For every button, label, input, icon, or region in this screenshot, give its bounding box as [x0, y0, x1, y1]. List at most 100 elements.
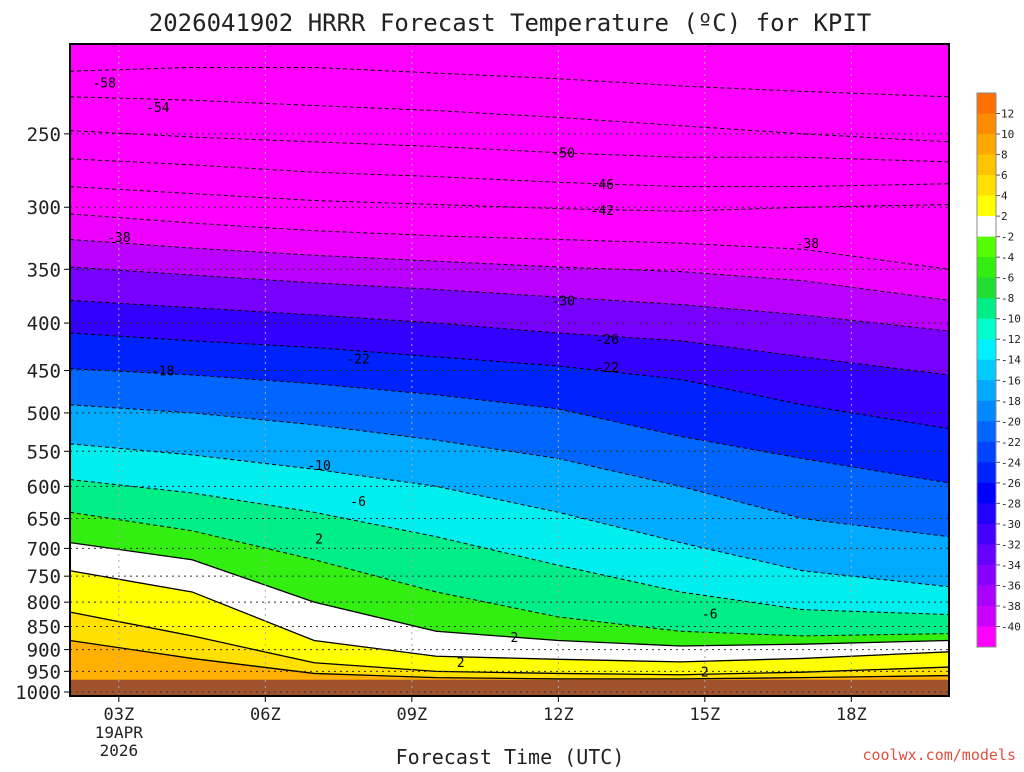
colorbar-label-24: -38: [1001, 600, 1021, 613]
contour-label-0: -58: [92, 76, 115, 91]
contour-label-10: -22: [595, 361, 618, 376]
colorbar-label-13: -16: [1001, 374, 1021, 387]
colorbar-swatch-6: [977, 216, 996, 238]
x-tick-label-5: 18Z: [836, 705, 867, 725]
colorbar-swatch-14: [977, 380, 996, 402]
contour-line-1: [70, 96, 949, 143]
x-tick-label-1: 06Z: [250, 705, 281, 725]
colorbar-label-9: -8: [1001, 292, 1014, 305]
y-axis: 2503003504004505005506006507007508008509…: [15, 124, 70, 704]
colorbar-label-14: -18: [1001, 395, 1021, 408]
colorbar-swatch-7: [977, 236, 996, 258]
x-tick-date-0: 19APR: [95, 723, 144, 742]
contour-label-13: -6: [350, 495, 366, 510]
y-tick-label-0: 250: [27, 124, 61, 146]
contour-line-8: [70, 299, 949, 376]
colorbar-label-20: -30: [1001, 518, 1021, 531]
y-tick-label-15: 1000: [15, 682, 61, 704]
colorbar-label-21: -32: [1001, 538, 1021, 551]
x-tick-label-0: 03Z: [103, 705, 134, 725]
contour-line-4: [70, 186, 949, 212]
y-tick-label-3: 400: [27, 313, 61, 335]
colorbar-label-19: -28: [1001, 497, 1021, 510]
color-legend: 12 10 8 6 4 2 -2 -4 -6 -8 -10 -12 -14 -16 -18 -20 -22 -24…: [976, 92, 1021, 648]
colorbar-swatch-26: [977, 626, 996, 648]
colorbar-label-11: -12: [1001, 333, 1021, 346]
colorbar-label-5: 2: [1001, 210, 1008, 223]
colorbar-label-8: -6: [1001, 272, 1014, 285]
colorbar-swatch-4: [977, 175, 996, 197]
colorbar-swatch-25: [977, 605, 996, 627]
colorbar-swatch-17: [977, 441, 996, 463]
contour-labels: -58 -54 -50 -46 -42 -38 -38 -30 -26 -22 -22 -18 -10 -…: [92, 76, 819, 680]
y-tick-label-4: 450: [27, 360, 61, 382]
contour-label-9: -22: [346, 353, 369, 368]
colorbar-label-18: -26: [1001, 477, 1021, 490]
x-tick-label-3: 12Z: [543, 705, 574, 725]
colorbar-swatch-20: [977, 503, 996, 525]
colorbar-label-4: 4: [1001, 190, 1008, 203]
contour-lines: [70, 66, 949, 680]
colorbar-swatch-23: [977, 564, 996, 586]
colorbar-swatch-19: [977, 482, 996, 504]
contour-label-17: 2: [457, 656, 465, 671]
contour-line-10: [70, 368, 949, 484]
x-tick-label-2: 09Z: [396, 705, 427, 725]
colorbar-label-17: -24: [1001, 456, 1021, 469]
contour-line-16: [70, 570, 949, 663]
colorbar-swatch-11: [977, 318, 996, 340]
y-tick-label-12: 850: [27, 617, 61, 639]
contour-line-17: [70, 611, 949, 676]
x-axis-label: Forecast Time (UTC): [396, 745, 625, 768]
contour-label-15: 2: [315, 532, 323, 547]
contour-label-11: -18: [151, 364, 174, 379]
y-tick-label-14: 950: [27, 661, 61, 683]
x-tick-year-0: 2026: [100, 741, 139, 760]
colorbar-label-7: -4: [1001, 251, 1015, 264]
colorbar-label-16: -22: [1001, 436, 1021, 449]
y-tick-label-5: 500: [27, 403, 61, 425]
colorbar-swatch-2: [977, 134, 996, 156]
colorbar-swatch-15: [977, 400, 996, 422]
x-tick-label-4: 15Z: [689, 705, 720, 725]
colorbar-label-1: 10: [1001, 128, 1014, 141]
contour-line-3: [70, 158, 949, 188]
colorbar-label-15: -20: [1001, 415, 1021, 428]
colorbar-swatch-13: [977, 359, 996, 381]
contour-line-11: [70, 404, 949, 538]
contour-label-12: -10: [307, 459, 330, 474]
colorbar-swatch-12: [977, 339, 996, 361]
colorbar-swatch-8: [977, 257, 996, 279]
colorbar-swatch-9: [977, 277, 996, 299]
contour-label-5: -38: [107, 231, 130, 246]
temperature-bands: [70, 44, 949, 696]
contour-line-14: [70, 511, 949, 637]
contour-label-8: -26: [595, 333, 618, 348]
colorbar-swatch-3: [977, 154, 996, 176]
colorbar-frame: [976, 92, 997, 648]
contour-label-1: -54: [146, 101, 170, 116]
colorbar-label-3: 6: [1001, 169, 1008, 182]
y-tick-label-11: 800: [27, 592, 61, 614]
y-tick-label-7: 600: [27, 476, 61, 498]
y-tick-label-2: 350: [27, 259, 61, 281]
ground-layer: [70, 679, 949, 696]
colorbar-label-0: 12: [1001, 108, 1014, 121]
y-tick-label-8: 650: [27, 509, 61, 531]
chart-title: 2026041902 HRRR Forecast Temperature (ºC…: [149, 9, 871, 37]
contour-line-18: [70, 639, 949, 680]
grid-lines: [70, 44, 949, 696]
contour-line-7: [70, 266, 949, 332]
colorbar-swatch-16: [977, 421, 996, 443]
colorbar-swatch-5: [977, 195, 996, 217]
contour-label-3: -46: [591, 178, 614, 193]
contour-label-4: -42: [591, 204, 614, 219]
colorbar-swatch-24: [977, 585, 996, 607]
contour-line-15: [70, 541, 949, 647]
y-tick-label-13: 900: [27, 640, 61, 662]
contour-line-5: [70, 213, 949, 270]
colorbar-label-6: -2: [1001, 231, 1014, 244]
